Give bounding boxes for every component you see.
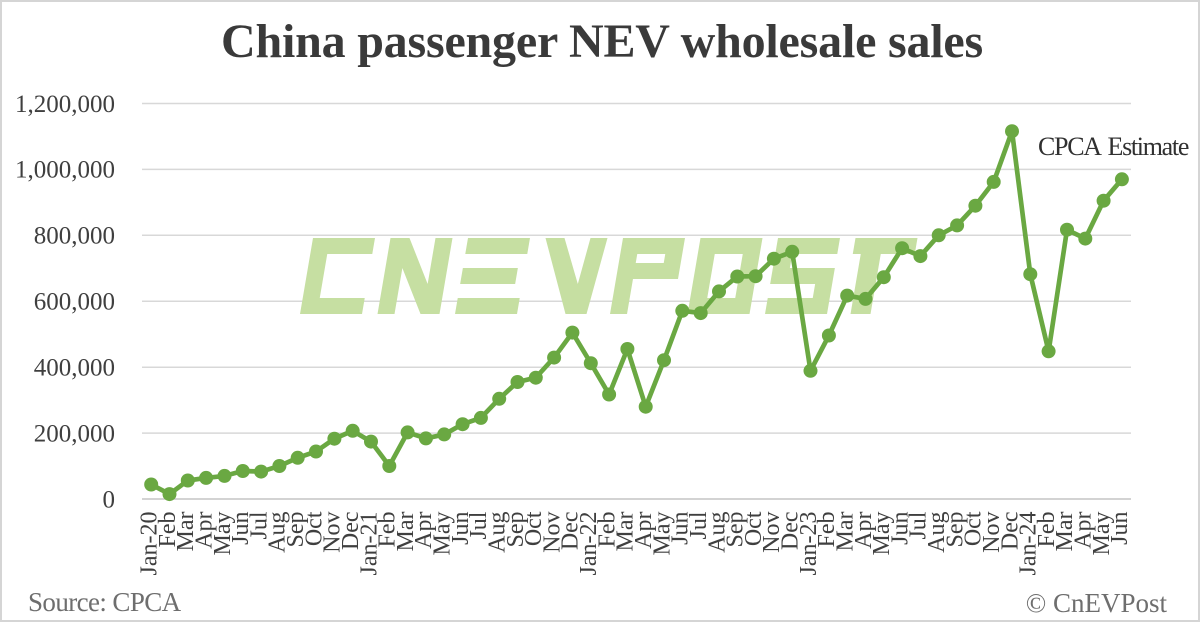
svg-text:Dec: Dec — [558, 512, 584, 551]
svg-text:Feb: Feb — [375, 512, 401, 548]
svg-text:Sep: Sep — [942, 512, 968, 548]
svg-text:Dec: Dec — [778, 512, 804, 551]
svg-text:Aug: Aug — [924, 512, 950, 553]
svg-text:1,200,000: 1,200,000 — [15, 91, 115, 118]
svg-text:Oct: Oct — [741, 511, 767, 546]
svg-text:600,000: 600,000 — [34, 289, 115, 316]
svg-text:May: May — [1089, 512, 1115, 556]
svg-text:Nov: Nov — [320, 512, 346, 553]
svg-text:Feb: Feb — [155, 512, 181, 548]
svg-text:Nov: Nov — [979, 512, 1005, 553]
svg-text:0: 0 — [103, 486, 116, 513]
svg-text:Mar: Mar — [173, 511, 199, 551]
svg-text:Aug: Aug — [485, 512, 511, 553]
svg-text:Feb: Feb — [594, 512, 620, 548]
svg-text:Feb: Feb — [814, 512, 840, 548]
svg-text:May: May — [430, 512, 456, 556]
svg-text:1,000,000: 1,000,000 — [15, 157, 115, 184]
svg-text:Sep: Sep — [723, 512, 749, 548]
svg-text:200,000: 200,000 — [34, 420, 115, 447]
svg-text:May: May — [869, 512, 895, 556]
svg-text:Mar: Mar — [613, 511, 639, 551]
svg-text:Jan-21: Jan-21 — [356, 512, 382, 576]
svg-text:Mar: Mar — [833, 511, 859, 551]
svg-text:Jun: Jun — [668, 512, 694, 545]
svg-text:May: May — [649, 512, 675, 556]
svg-text:Aug: Aug — [704, 512, 730, 553]
svg-text:Dec: Dec — [338, 512, 364, 551]
svg-text:Jun: Jun — [448, 512, 474, 545]
svg-text:Apr: Apr — [191, 511, 217, 548]
svg-text:Apr: Apr — [851, 511, 877, 548]
svg-text:Apr: Apr — [411, 511, 437, 548]
svg-text:Sep: Sep — [283, 512, 309, 548]
svg-text:Oct: Oct — [521, 511, 547, 546]
svg-text:Dec: Dec — [997, 512, 1023, 551]
svg-text:Nov: Nov — [539, 512, 565, 553]
svg-text:Jun: Jun — [887, 512, 913, 545]
svg-text:Oct: Oct — [961, 511, 987, 546]
svg-text:Jan-22: Jan-22 — [576, 512, 602, 576]
svg-text:Jan-23: Jan-23 — [796, 512, 822, 576]
svg-text:800,000: 800,000 — [34, 223, 115, 250]
svg-text:Jan-24: Jan-24 — [1016, 512, 1042, 576]
svg-text:Jun: Jun — [1107, 512, 1133, 545]
svg-text:Nov: Nov — [759, 512, 785, 553]
svg-text:Apr: Apr — [1071, 511, 1097, 548]
svg-text:Oct: Oct — [301, 511, 327, 546]
svg-text:Jul: Jul — [246, 511, 272, 539]
svg-text:Aug: Aug — [265, 512, 291, 553]
svg-text:Jan-20: Jan-20 — [137, 512, 163, 576]
svg-text:Feb: Feb — [1034, 512, 1060, 548]
svg-text:Sep: Sep — [503, 512, 529, 548]
svg-text:Jul: Jul — [466, 511, 492, 539]
svg-text:Jul: Jul — [906, 511, 932, 539]
svg-text:Jun: Jun — [228, 512, 254, 545]
svg-text:May: May — [210, 512, 236, 556]
svg-text:Mar: Mar — [393, 511, 419, 551]
svg-text:Apr: Apr — [631, 511, 657, 548]
svg-text:400,000: 400,000 — [34, 355, 115, 382]
svg-text:Mar: Mar — [1052, 511, 1078, 551]
svg-text:Jul: Jul — [686, 511, 712, 539]
